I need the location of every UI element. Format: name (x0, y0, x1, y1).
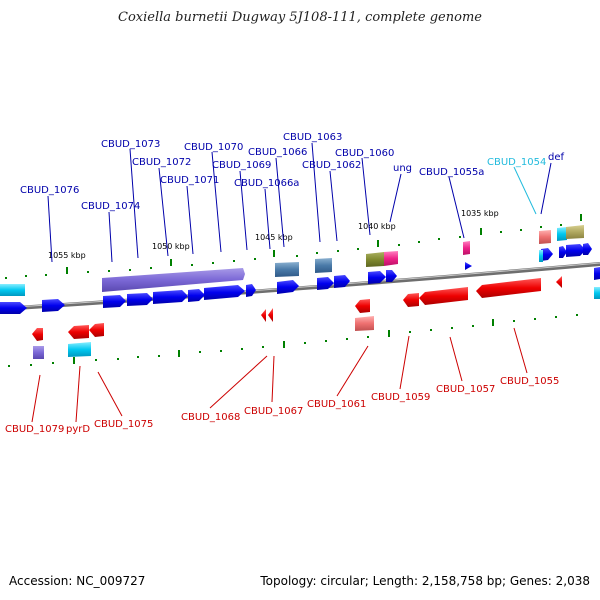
gene-arrow[interactable] (334, 275, 350, 288)
gene-arrow[interactable] (594, 287, 600, 299)
kbp-label: 1055 kbp (48, 251, 86, 260)
gene-arrow[interactable] (366, 252, 384, 267)
gene-arrow[interactable] (476, 278, 541, 298)
gene-arrow[interactable] (556, 276, 562, 288)
gene-arrow[interactable] (32, 328, 43, 341)
gene-arrow[interactable] (539, 230, 551, 244)
gene-label[interactable]: CBUD_1073 (101, 139, 160, 150)
topology-text: Topology: circular; Length: 2,158,758 bp… (260, 574, 590, 588)
gene-arrow[interactable] (566, 225, 584, 239)
gene-label[interactable]: CBUD_1062 (302, 160, 361, 171)
map-title: Coxiella burnetii Dugway 5J108-111, comp… (118, 10, 482, 25)
forward-genes (0, 225, 592, 314)
gene-arrow[interactable] (261, 309, 266, 322)
gene-label[interactable]: CBUD_1069 (212, 160, 271, 171)
gene-arrow[interactable] (463, 241, 470, 255)
gene-arrow[interactable] (384, 251, 398, 266)
gene-arrow[interactable] (246, 284, 256, 297)
gene-arrow[interactable] (153, 290, 188, 304)
gene-label[interactable]: CBUD_1055a (419, 167, 484, 178)
gene-arrow[interactable] (315, 258, 332, 273)
kbp-scale-bottom (8, 314, 578, 367)
gene-arrow[interactable] (465, 262, 472, 270)
gene-arrow[interactable] (33, 346, 44, 359)
kbp-scale-top (5, 214, 582, 279)
gene-label[interactable]: ung (393, 163, 412, 174)
gene-label[interactable]: CBUD_1076 (20, 185, 79, 196)
gene-arrow[interactable] (188, 289, 205, 302)
genome-backbone (0, 262, 600, 311)
gene-label[interactable]: CBUD_1066a (234, 178, 299, 189)
gene-arrow[interactable] (268, 308, 273, 322)
gene-label[interactable]: pyrD (66, 424, 90, 435)
kbp-label: 1050 kbp (152, 242, 190, 251)
gene-label[interactable]: CBUD_1067 (244, 406, 303, 417)
gene-label[interactable]: CBUD_1063 (283, 132, 342, 143)
gene-arrow[interactable] (583, 243, 592, 255)
gene-arrow[interactable] (403, 293, 419, 307)
gene-label[interactable]: CBUD_1072 (132, 157, 191, 168)
gene-arrow[interactable] (368, 271, 386, 284)
gene-arrow[interactable] (68, 325, 89, 339)
callout-lines-bottom (31, 327, 528, 423)
gene-arrow[interactable] (89, 323, 104, 337)
kbp-label: 1035 kbp (461, 209, 499, 218)
gene-label[interactable]: CBUD_1055 (500, 376, 559, 387)
gene-label[interactable]: CBUD_1059 (371, 392, 430, 403)
gene-arrow[interactable] (355, 316, 374, 331)
gene-arrow[interactable] (317, 277, 334, 290)
gene-label[interactable]: CBUD_1057 (436, 384, 495, 395)
gene-arrow[interactable] (355, 299, 370, 313)
accession-text: Accession: NC_009727 (9, 574, 146, 588)
gene-arrow[interactable] (541, 248, 553, 261)
gene-arrow[interactable] (594, 267, 600, 280)
gene-label[interactable]: CBUD_1074 (81, 201, 140, 212)
gene-arrow[interactable] (277, 280, 299, 294)
gene-arrow[interactable] (0, 302, 27, 314)
gene-arrow[interactable] (566, 244, 586, 257)
gene-arrow[interactable] (559, 246, 567, 258)
gene-arrow[interactable] (539, 250, 543, 262)
gene-label[interactable]: CBUD_1075 (94, 419, 153, 430)
gene-arrow[interactable] (102, 268, 245, 292)
gene-label[interactable]: def (548, 152, 565, 163)
callout-line-highlight (513, 166, 537, 215)
gene-arrow[interactable] (68, 342, 91, 357)
kbp-label: 1045 kbp (255, 233, 293, 242)
gene-label[interactable]: CBUD_1060 (335, 148, 394, 159)
gene-label[interactable]: CBUD_1054 (487, 157, 546, 168)
gene-arrow[interactable] (419, 287, 468, 305)
gene-arrow[interactable] (204, 285, 245, 300)
gene-label[interactable]: CBUD_1066 (248, 147, 307, 158)
gene-arrow[interactable] (275, 262, 299, 277)
gene-arrow[interactable] (0, 284, 25, 296)
gene-label[interactable]: CBUD_1070 (184, 142, 243, 153)
reverse-genes (32, 267, 600, 359)
gene-label[interactable]: CBUD_1071 (160, 175, 219, 186)
gene-arrow[interactable] (557, 227, 567, 241)
gene-arrow[interactable] (386, 270, 397, 282)
gene-arrow[interactable] (127, 293, 153, 306)
gene-label[interactable]: CBUD_1079 (5, 424, 64, 435)
gene-arrow[interactable] (103, 295, 126, 308)
gene-label[interactable]: CBUD_1068 (181, 412, 240, 423)
gene-arrow[interactable] (42, 299, 65, 312)
kbp-label: 1040 kbp (358, 222, 396, 231)
gene-label[interactable]: CBUD_1061 (307, 399, 366, 410)
callout-lines-top (47, 142, 552, 263)
